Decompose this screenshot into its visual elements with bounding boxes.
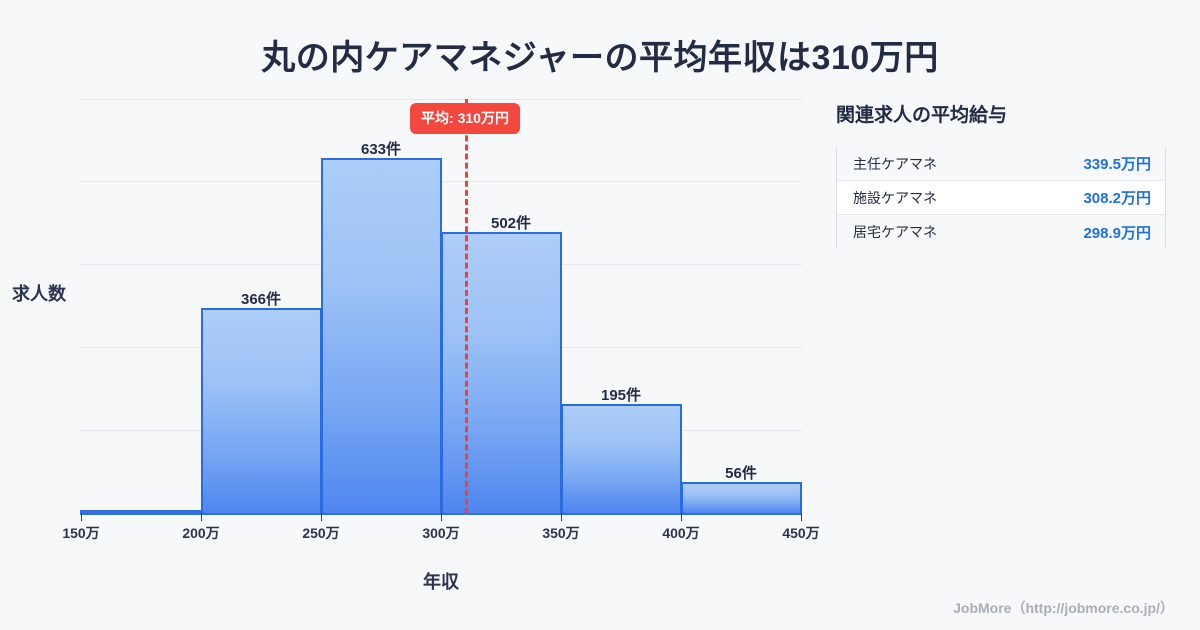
x-axis-title: 年収: [423, 572, 459, 592]
salary-row-name: 主任ケアマネ: [853, 155, 937, 172]
x-tick-label: 200万: [182, 525, 220, 541]
x-axis-tick: [81, 513, 82, 521]
related-salary-table: 主任ケアマネ 339.5万円 施設ケアマネ 308.2万円 居宅ケアマネ 298…: [836, 147, 1166, 249]
bar-value-label: 633件: [360, 141, 402, 158]
salary-row-value: 339.5万円: [1083, 156, 1151, 173]
page-title: 丸の内ケアマネジャーの平均年収は310万円: [261, 39, 939, 77]
x-axis-tick: [441, 513, 442, 521]
bar-bin-4[interactable]: [441, 232, 562, 513]
plot-area: [80, 99, 802, 514]
bar-bin-1[interactable]: [80, 510, 201, 513]
bar-bin-6[interactable]: [681, 482, 802, 513]
bar-value-label: 56件: [725, 465, 757, 482]
salary-row-value: 308.2万円: [1083, 190, 1151, 207]
x-axis-tick: [681, 513, 682, 521]
salary-row-name: 施設ケアマネ: [853, 189, 937, 206]
footer-watermark: JobMore（http://jobmore.co.jp/）: [953, 600, 1174, 616]
bar-value-label: 366件: [240, 291, 282, 308]
mean-line: [465, 99, 468, 514]
table-row[interactable]: 施設ケアマネ 308.2万円: [837, 181, 1165, 215]
bar-bin-2[interactable]: [201, 308, 322, 513]
table-row[interactable]: 主任ケアマネ 339.5万円: [837, 147, 1165, 181]
mean-badge: 平均: 310万円: [410, 103, 520, 134]
x-tick-label: 350万: [542, 525, 580, 541]
x-axis-tick: [561, 513, 562, 521]
x-tick-label: 300万: [422, 525, 460, 541]
x-tick-label: 250万: [302, 525, 340, 541]
bar-value-label: 195件: [600, 387, 642, 404]
gridline: [80, 99, 802, 100]
related-salary-title: 関連求人の平均給与: [836, 105, 1008, 126]
bar-bin-3[interactable]: [321, 158, 442, 513]
table-row[interactable]: 居宅ケアマネ 298.9万円: [837, 215, 1165, 249]
bar-value-label: 502件: [490, 215, 532, 232]
x-axis-tick: [321, 513, 322, 521]
x-axis-tick: [801, 513, 802, 521]
salary-row-value: 298.9万円: [1083, 224, 1151, 242]
x-axis-tick: [201, 513, 202, 521]
bar-bin-5[interactable]: [561, 404, 682, 513]
x-tick-label: 150万: [62, 525, 100, 541]
related-salary-panel: 関連求人の平均給与 主任ケアマネ 339.5万円 施設ケアマネ 308.2万円 …: [836, 100, 1166, 249]
x-tick-label: 400万: [662, 525, 700, 541]
salary-row-name: 居宅ケアマネ: [853, 224, 937, 240]
y-axis-title: 求人数: [12, 284, 66, 304]
x-tick-label: 450万: [782, 525, 820, 541]
